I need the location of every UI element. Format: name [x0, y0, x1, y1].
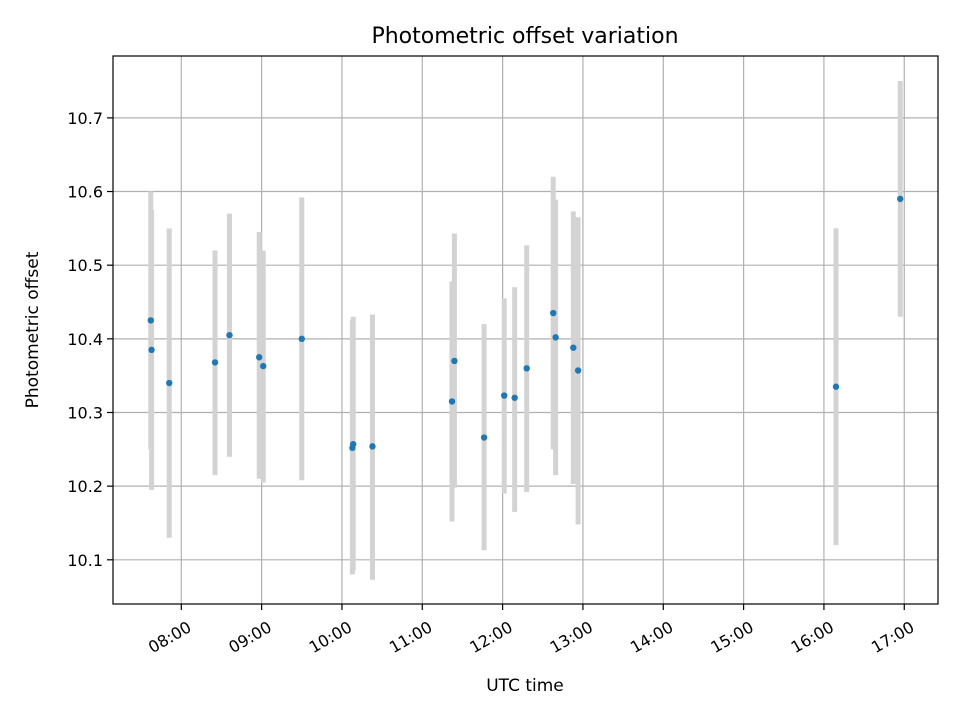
y-tick-label: 10.4	[67, 330, 103, 349]
data-point	[298, 335, 305, 343]
data-point	[256, 354, 263, 361]
x-tick-label: 15:00	[707, 617, 756, 657]
y-tick-label: 10.7	[67, 109, 103, 128]
data-point	[550, 309, 557, 317]
data-point	[148, 346, 155, 354]
data-point	[349, 440, 357, 448]
data-point	[570, 344, 577, 351]
x-tick-label: 10:00	[306, 617, 355, 657]
data-point	[574, 367, 582, 374]
y-axis-label: Photometric offset	[23, 251, 43, 408]
x-axis-ticks: 08:00 09:00 10:00 11:00 12:00 13:00 14:00 15:00…	[145, 604, 917, 657]
y-tick-label: 10.3	[67, 403, 103, 422]
chart-title: Photometric offset variation	[371, 24, 678, 49]
y-tick-label: 10.2	[67, 477, 103, 496]
data-point	[260, 362, 267, 370]
x-tick-label: 11:00	[386, 617, 435, 657]
y-tick-label: 10.1	[67, 551, 103, 570]
data-point	[501, 392, 508, 399]
data-point	[226, 331, 233, 339]
error-bars	[148, 81, 903, 580]
data-point	[897, 195, 904, 203]
x-tick-label: 09:00	[225, 617, 274, 657]
data-points	[147, 195, 904, 452]
x-tick-label: 13:00	[547, 617, 596, 657]
x-tick-label: 16:00	[788, 617, 837, 657]
data-point	[369, 443, 376, 450]
y-axis-ticks: 10.1 10.2 10.3 10.4 10.5 10.6 10.7	[67, 109, 113, 570]
data-point	[211, 359, 219, 366]
plot-frame	[112, 55, 939, 605]
y-tick-label: 10.5	[67, 256, 103, 275]
data-point	[166, 379, 173, 387]
data-point	[451, 357, 458, 365]
data-point	[511, 394, 518, 401]
x-tick-label: 17:00	[868, 617, 917, 657]
data-point	[480, 434, 488, 441]
x-tick-label: 12:00	[466, 617, 515, 657]
x-axis-label: UTC time	[486, 676, 564, 696]
y-tick-label: 10.6	[67, 183, 103, 202]
data-point	[832, 383, 840, 390]
data-point	[523, 365, 530, 372]
data-point	[448, 398, 456, 405]
data-point	[147, 317, 154, 324]
data-point	[552, 334, 559, 341]
x-tick-label: 14:00	[627, 617, 676, 657]
x-tick-label: 08:00	[145, 617, 194, 657]
